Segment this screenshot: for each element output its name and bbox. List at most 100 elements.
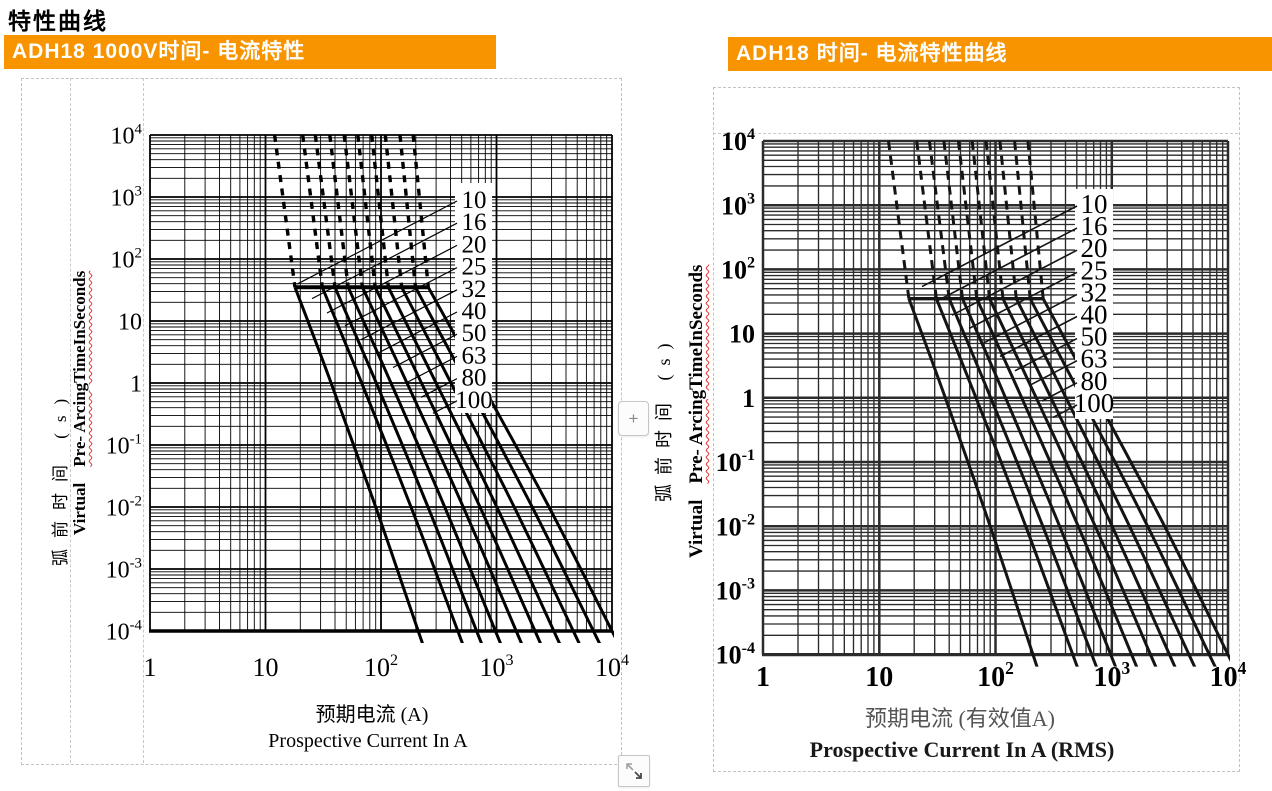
svg-text:1: 1: [130, 371, 142, 397]
svg-text:102: 102: [364, 652, 398, 682]
svg-text:10-2: 10-2: [716, 511, 755, 541]
left-frame-divider-2: [143, 78, 144, 763]
curve-32A-dashed: [956, 140, 979, 299]
curve-label-20: 20: [1081, 233, 1108, 263]
curve-80A-dashed: [398, 134, 418, 288]
svg-text:10-1: 10-1: [716, 447, 755, 477]
curve-label-50: 50: [462, 320, 487, 347]
curve-16A-dashed: [301, 134, 324, 288]
curve-label-16: 16: [1081, 211, 1108, 241]
svg-text:10: 10: [865, 662, 893, 693]
curve-label-63: 63: [1081, 344, 1108, 374]
left-xaxis-title-en: Prospective Current In A: [268, 730, 468, 752]
curve-label-80: 80: [462, 365, 487, 392]
right-frame-top-guide: [713, 133, 1238, 134]
svg-text:10: 10: [118, 309, 142, 335]
right-chart-header: ADH18 时间- 电流特性曲线: [728, 37, 1272, 71]
curve-10A: [907, 298, 1039, 667]
svg-text:104: 104: [1210, 658, 1247, 693]
curve-label-32: 32: [1081, 277, 1108, 307]
curve-16A: [935, 298, 1079, 667]
svg-text:10-3: 10-3: [106, 555, 142, 583]
curves: [887, 140, 1230, 667]
curve-32A-dashed: [342, 134, 365, 288]
left-yaxis-title-en-normal: Virtual: [70, 482, 89, 535]
svg-text:104: 104: [111, 121, 143, 149]
curve-16A-dashed: [915, 140, 938, 299]
svg-text:1: 1: [756, 662, 770, 693]
curve-80A: [414, 286, 602, 643]
svg-text:103: 103: [111, 183, 142, 211]
curve-25A-dashed: [328, 134, 350, 288]
insert-plus-button[interactable]: +: [618, 401, 649, 436]
curves: [272, 134, 614, 643]
grid: [761, 139, 1230, 657]
svg-text:103: 103: [479, 652, 513, 682]
right-chart-header-label: ADH18 时间- 电流特性曲线: [736, 42, 1008, 65]
right-yaxis-title-en-underlined: Pre- ArcingTimeInSeconds: [686, 264, 707, 484]
curve-32A: [975, 298, 1139, 667]
curve-63A-dashed: [998, 140, 1018, 299]
curve-40A-dashed: [356, 134, 377, 288]
left-xaxis-title-cn: 预期电流 (A): [315, 704, 429, 726]
left-yaxis-title-en: Virtual Pre- ArcingTimeInSeconds: [70, 271, 90, 535]
svg-text:102: 102: [111, 245, 142, 273]
curve-label-25: 25: [1081, 255, 1108, 285]
resize-arrows-icon: [626, 763, 642, 779]
curve-25A-dashed: [942, 140, 964, 299]
curve-label-40: 40: [462, 298, 487, 325]
curve-100A: [1041, 297, 1230, 663]
curve-63A-dashed: [383, 134, 404, 288]
curve-25A: [346, 286, 502, 643]
svg-text:102: 102: [977, 658, 1014, 693]
curve-label-box: [455, 183, 492, 413]
page-title: 特性曲线: [8, 8, 108, 34]
curve-10A-dashed: [887, 140, 911, 299]
curve-50A: [387, 286, 562, 643]
left-chart-header: ADH18 1000V时间- 电流特性: [4, 35, 496, 69]
svg-text:10: 10: [729, 320, 755, 349]
curve-label-10: 10: [1081, 189, 1108, 219]
curve-label-10: 10: [462, 187, 487, 214]
curve-40A: [373, 286, 542, 643]
curve-63A: [1014, 298, 1197, 667]
svg-text:10-3: 10-3: [716, 576, 755, 606]
svg-text:1: 1: [742, 384, 755, 413]
curve-10A-dashed: [272, 134, 297, 288]
svg-text:102: 102: [721, 255, 755, 285]
svg-text:10-4: 10-4: [106, 617, 143, 645]
curve-label-box: [1075, 189, 1113, 419]
svg-text:104: 104: [721, 126, 755, 156]
svg-text:10-4: 10-4: [716, 640, 755, 670]
right-yaxis-title-en: Virtual Pre- ArcingTimeInSeconds: [686, 265, 708, 558]
curve-label-20: 20: [462, 231, 487, 258]
resize-handle-button[interactable]: [618, 755, 650, 787]
curve-50A-dashed: [370, 134, 391, 288]
left-yaxis-title-en-underlined: Pre- ArcingTimeInSeconds: [70, 270, 89, 467]
curve-16A: [320, 286, 464, 643]
right-frame-border: [713, 87, 1240, 772]
curve-20A-dashed: [313, 134, 337, 288]
curve-10A: [293, 286, 424, 643]
svg-text:104: 104: [595, 652, 629, 682]
svg-text:103: 103: [721, 190, 755, 220]
left-yaxis-title-cn: 弧前时间 (s): [51, 387, 70, 566]
svg-text:103: 103: [1093, 658, 1130, 693]
curve-20A: [333, 286, 483, 643]
curve-label-40: 40: [1081, 300, 1108, 330]
curve-25A: [961, 298, 1118, 667]
curve-20A: [947, 298, 1098, 667]
right-xaxis-title-cn: 预期电流 (有效值A): [864, 706, 1056, 731]
curve-100A-dashed: [1026, 140, 1045, 299]
curve-20A-dashed: [927, 140, 951, 299]
curve-40A: [988, 298, 1158, 667]
right-yaxis-title-cn: 弧前时间 (s): [654, 334, 674, 503]
curve-label-63: 63: [462, 342, 487, 369]
